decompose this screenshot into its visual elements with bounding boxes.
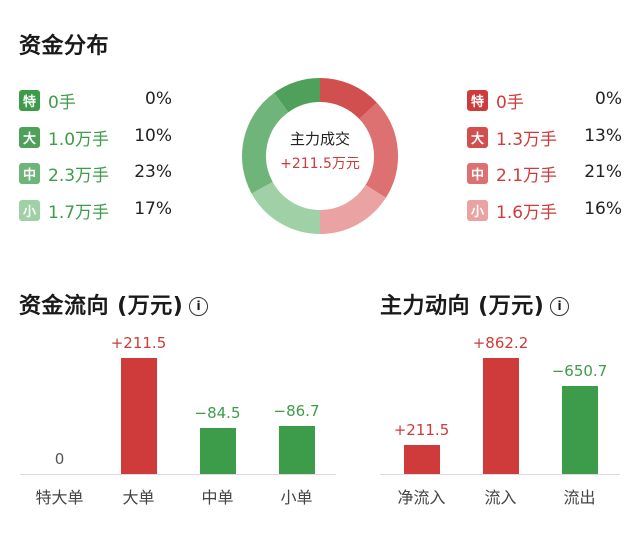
distribution-title: 资金分布 (19, 34, 110, 59)
badge-small-outflow: 小 (467, 199, 488, 221)
inflow-super-percent: 0% (145, 89, 172, 109)
main-title-text: 主力动向 (万元) (380, 294, 545, 319)
donut-slice-inflow-small (251, 181, 321, 234)
inflow-medium-percent: 23% (134, 162, 172, 182)
outflow-small-volume: 1.6万手 (496, 202, 558, 223)
inflow-row-super: 特 0手 (19, 87, 76, 113)
main-info-icon[interactable]: i (550, 297, 570, 316)
inflow-large-volume: 1.0万手 (48, 129, 110, 150)
inflow-small-volume: 1.7万手 (48, 202, 110, 223)
outflow-large-volume: 1.3万手 (496, 129, 558, 150)
bar-2 (199, 427, 236, 474)
outflow-large-percent: 13% (584, 126, 622, 146)
badge-super-inflow: 特 (19, 89, 40, 111)
category-label-0: 特大单 (35, 488, 84, 507)
bar-value-label-1: +211.5 (110, 333, 167, 352)
flow-title: 资金流向 (万元) i (19, 288, 209, 320)
bar-value-label-2: −84.5 (194, 403, 241, 422)
donut-slice-outflow-small (319, 184, 386, 234)
inflow-row-large: 大 1.0万手 (19, 124, 109, 150)
inflow-small-percent: 17% (134, 199, 172, 219)
chart-baseline (20, 474, 336, 475)
donut-slice-inflow-medium (242, 92, 289, 194)
outflow-medium-volume: 2.1万手 (496, 165, 558, 186)
chart-baseline (380, 474, 620, 475)
inflow-medium-volume: 2.3万手 (48, 165, 110, 186)
bar-value-label-3: −86.7 (273, 402, 320, 421)
distribution-donut-chart (242, 78, 398, 234)
badge-small-inflow: 小 (19, 199, 40, 221)
bar-1 (120, 357, 157, 474)
category-label-2: 流出 (563, 488, 596, 507)
outflow-row-small: 小 1.6万手 (467, 197, 557, 223)
category-label-1: 大单 (122, 488, 155, 507)
bar-value-label-1: +862.2 (472, 333, 529, 352)
bar-1 (482, 357, 519, 474)
outflow-row-medium: 中 2.1万手 (467, 160, 557, 186)
outflow-row-super: 特 0手 (467, 87, 524, 113)
donut-center-label: 主力成交 (289, 130, 350, 148)
category-label-0: 净流入 (397, 488, 446, 507)
donut-slice-outflow-large (319, 78, 377, 120)
outflow-super-percent: 0% (595, 89, 622, 109)
bar-3 (278, 426, 315, 474)
donut-slice-outflow-medium (359, 102, 398, 198)
donut-center: 主力成交 +211.5万元 (240, 128, 400, 173)
outflow-super-volume: 0手 (496, 92, 524, 113)
bar-value-label-0: 0 (54, 450, 65, 468)
flow-info-icon[interactable]: i (189, 297, 209, 316)
category-label-1: 流入 (484, 488, 517, 507)
inflow-super-volume: 0手 (48, 92, 76, 113)
bar-0 (403, 445, 440, 474)
category-label-3: 小单 (280, 488, 313, 507)
badge-large-inflow: 大 (19, 126, 40, 148)
donut-center-value: +211.5万元 (280, 156, 360, 172)
badge-super-outflow: 特 (467, 89, 488, 111)
donut-slice-inflow-large (274, 78, 321, 113)
badge-large-outflow: 大 (467, 126, 488, 148)
category-label-2: 中单 (201, 488, 234, 507)
bar-value-label-0: +211.5 (393, 421, 450, 440)
outflow-row-large: 大 1.3万手 (467, 124, 557, 150)
inflow-row-small: 小 1.7万手 (19, 197, 109, 223)
outflow-small-percent: 16% (584, 199, 622, 219)
bar-2 (561, 386, 598, 474)
inflow-row-medium: 中 2.3万手 (19, 160, 109, 186)
badge-medium-inflow: 中 (19, 162, 40, 184)
inflow-large-percent: 10% (134, 126, 172, 146)
flow-title-text: 资金流向 (万元) (19, 294, 184, 319)
bar-value-label-2: −650.7 (551, 362, 608, 381)
outflow-medium-percent: 21% (584, 162, 622, 182)
main-title: 主力动向 (万元) i (380, 288, 570, 320)
badge-medium-outflow: 中 (467, 162, 488, 184)
